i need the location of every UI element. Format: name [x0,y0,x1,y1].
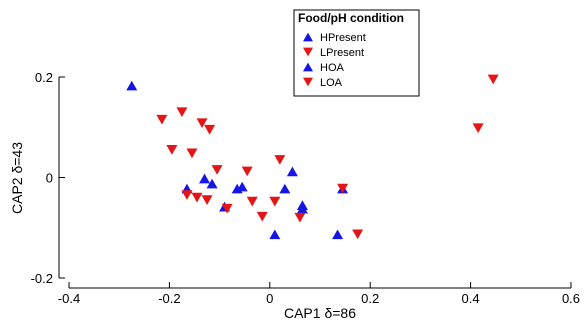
point-loa [269,196,281,207]
point-hpresent [269,229,281,240]
point-loa [201,195,213,205]
point-lpresent [176,107,188,118]
point-loa [256,211,268,222]
point-hpresent [236,181,248,192]
legend-marker-loa [303,77,313,87]
x-tick-label: 0 [266,291,273,306]
point-hpresent [279,183,291,194]
x-tick-label: 0.6 [562,291,580,306]
point-loa [294,212,306,223]
y-tick-label: 0.2 [35,70,53,85]
point-loa [274,155,286,165]
x-tick-label: -0.2 [158,291,180,306]
data-points [126,74,499,240]
point-lpresent [487,74,499,85]
y-ticks: -0.2 0 0.2 [31,70,65,286]
y-axis-label: CAP2 δ=43 [9,142,25,214]
legend-items: HPresent LPresent HOA LOA [303,32,366,89]
axes: -0.4 -0.2 0 0.2 0.4 0.6 -0.2 0 0.2 [31,70,580,306]
legend-label-hpresent: HPresent [320,32,366,44]
legend-label-lpresent: LPresent [320,47,364,59]
point-loa [221,203,233,214]
point-loa [191,192,203,203]
point-hpresent [296,203,308,214]
legend-label-hoa: HOA [320,62,345,74]
x-tick-label: 0.2 [361,291,379,306]
point-lpresent [211,165,223,175]
legend-marker-hpresent [303,32,313,42]
legend-marker-lpresent [303,47,313,57]
x-tick-label: -0.4 [58,291,80,306]
legend-marker-hoa [303,62,313,72]
point-loa [241,166,253,177]
point-loa [352,229,364,240]
x-ticks: -0.4 -0.2 0 0.2 0.4 0.6 [58,282,580,306]
x-tick-label: 0.4 [462,291,480,306]
point-lpresent [472,123,484,134]
point-lpresent [166,145,178,155]
point-lpresent [204,124,216,135]
point-hpresent [206,178,218,189]
point-lpresent [186,148,198,159]
point-hpresent [286,166,298,177]
point-hpresent [126,80,138,91]
point-hpresent [332,229,344,240]
legend-title: Food/pH condition [298,11,404,25]
y-tick-label: -0.2 [31,271,53,286]
point-loa [246,196,258,207]
legend-label-loa: LOA [320,77,343,89]
y-tick-label: 0 [46,171,53,186]
point-lpresent [156,114,168,125]
legend-box [293,9,420,97]
point-loa [181,190,193,200]
legend: Food/pH condition HPresent LPresent HOA LOA [293,9,420,97]
point-loa [337,183,349,194]
point-lpresent [196,118,208,129]
x-axis-label: CAP1 δ=86 [284,305,356,321]
point-hpresent [199,173,211,184]
